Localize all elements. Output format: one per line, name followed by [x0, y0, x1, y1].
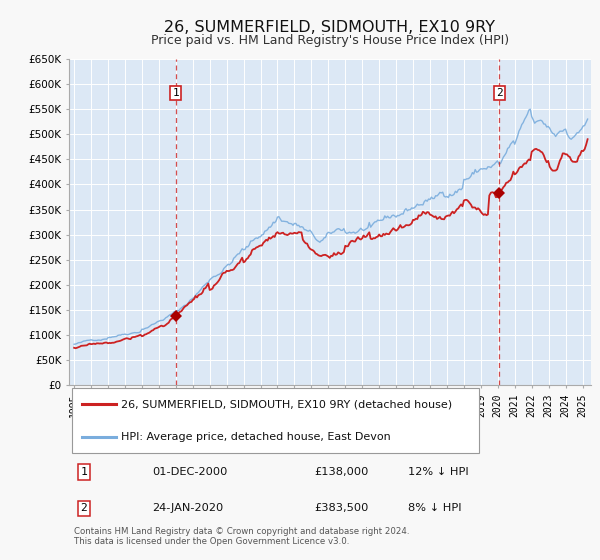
Text: 8% ↓ HPI: 8% ↓ HPI: [409, 503, 462, 514]
Text: 12% ↓ HPI: 12% ↓ HPI: [409, 467, 469, 477]
Text: £138,000: £138,000: [314, 467, 369, 477]
Text: 2: 2: [80, 503, 87, 514]
Text: £383,500: £383,500: [314, 503, 369, 514]
Text: 2: 2: [496, 88, 503, 98]
Text: Contains HM Land Registry data © Crown copyright and database right 2024.
This d: Contains HM Land Registry data © Crown c…: [74, 527, 410, 547]
Text: 26, SUMMERFIELD, SIDMOUTH, EX10 9RY: 26, SUMMERFIELD, SIDMOUTH, EX10 9RY: [164, 20, 496, 35]
FancyBboxPatch shape: [71, 388, 479, 452]
Text: 24-JAN-2020: 24-JAN-2020: [152, 503, 224, 514]
Text: Price paid vs. HM Land Registry's House Price Index (HPI): Price paid vs. HM Land Registry's House …: [151, 34, 509, 46]
Text: 01-DEC-2000: 01-DEC-2000: [152, 467, 228, 477]
Text: 26, SUMMERFIELD, SIDMOUTH, EX10 9RY (detached house): 26, SUMMERFIELD, SIDMOUTH, EX10 9RY (det…: [121, 399, 452, 409]
Text: 1: 1: [172, 88, 179, 98]
Text: HPI: Average price, detached house, East Devon: HPI: Average price, detached house, East…: [121, 432, 391, 442]
Text: 1: 1: [80, 467, 87, 477]
